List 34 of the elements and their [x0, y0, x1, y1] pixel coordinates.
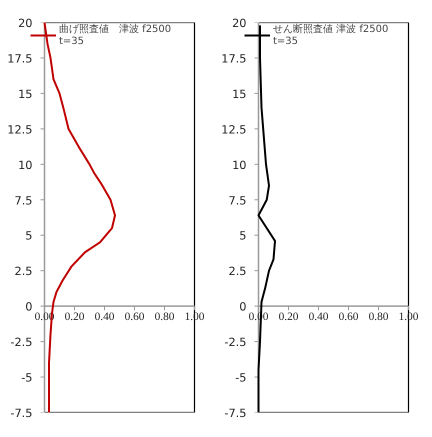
y-tick-label: 5 [25, 228, 33, 243]
y-tick-label: 20 [18, 16, 33, 30]
y-tick-label: 17.5 [221, 51, 247, 66]
y-tick-label: -7.5 [10, 406, 33, 420]
x-tick-label: 0.80 [154, 311, 175, 324]
x-tick-label: 0.60 [124, 311, 145, 324]
y-tick-label: 10 [18, 158, 33, 172]
y-tick-label: 0 [239, 300, 247, 314]
y-tick-label: -2.5 [10, 335, 33, 350]
x-tick-label: 0.60 [338, 311, 359, 324]
y-tick-label: -5 [21, 370, 32, 385]
y-tick-label: 12.5 [7, 122, 33, 136]
y-tick-label: 17.5 [7, 51, 33, 66]
y-tick-label: -7.5 [224, 406, 247, 420]
y-tick-label: 5 [239, 228, 247, 243]
y-tick-label: 10 [232, 158, 247, 172]
y-tick-label: 20 [232, 16, 247, 30]
y-tick-label: 15 [232, 86, 247, 101]
x-tick-label: 0.20 [278, 311, 299, 324]
x-tick-label: 0.40 [94, 311, 115, 324]
legend-label: 曲げ照査値 津波 f2500 t=35 [59, 22, 172, 47]
y-tick-label: 7.5 [228, 193, 246, 208]
y-tick-label: 12.5 [221, 122, 247, 136]
y-tick-label: -2.5 [224, 335, 247, 350]
x-tick-label: 0.20 [64, 311, 85, 324]
legend-label: せん断照査値 津波 f2500 t=35 [273, 22, 388, 47]
x-tick-label: 0.80 [368, 311, 389, 324]
y-tick-label: 2.5 [14, 264, 32, 278]
x-tick-label: 0.40 [308, 311, 329, 324]
y-tick-label: 15 [18, 86, 33, 101]
y-tick-label: 7.5 [14, 193, 32, 208]
y-tick-label: 0 [25, 300, 33, 314]
y-tick-label: 2.5 [228, 264, 246, 278]
y-tick-label: -5 [235, 370, 246, 385]
